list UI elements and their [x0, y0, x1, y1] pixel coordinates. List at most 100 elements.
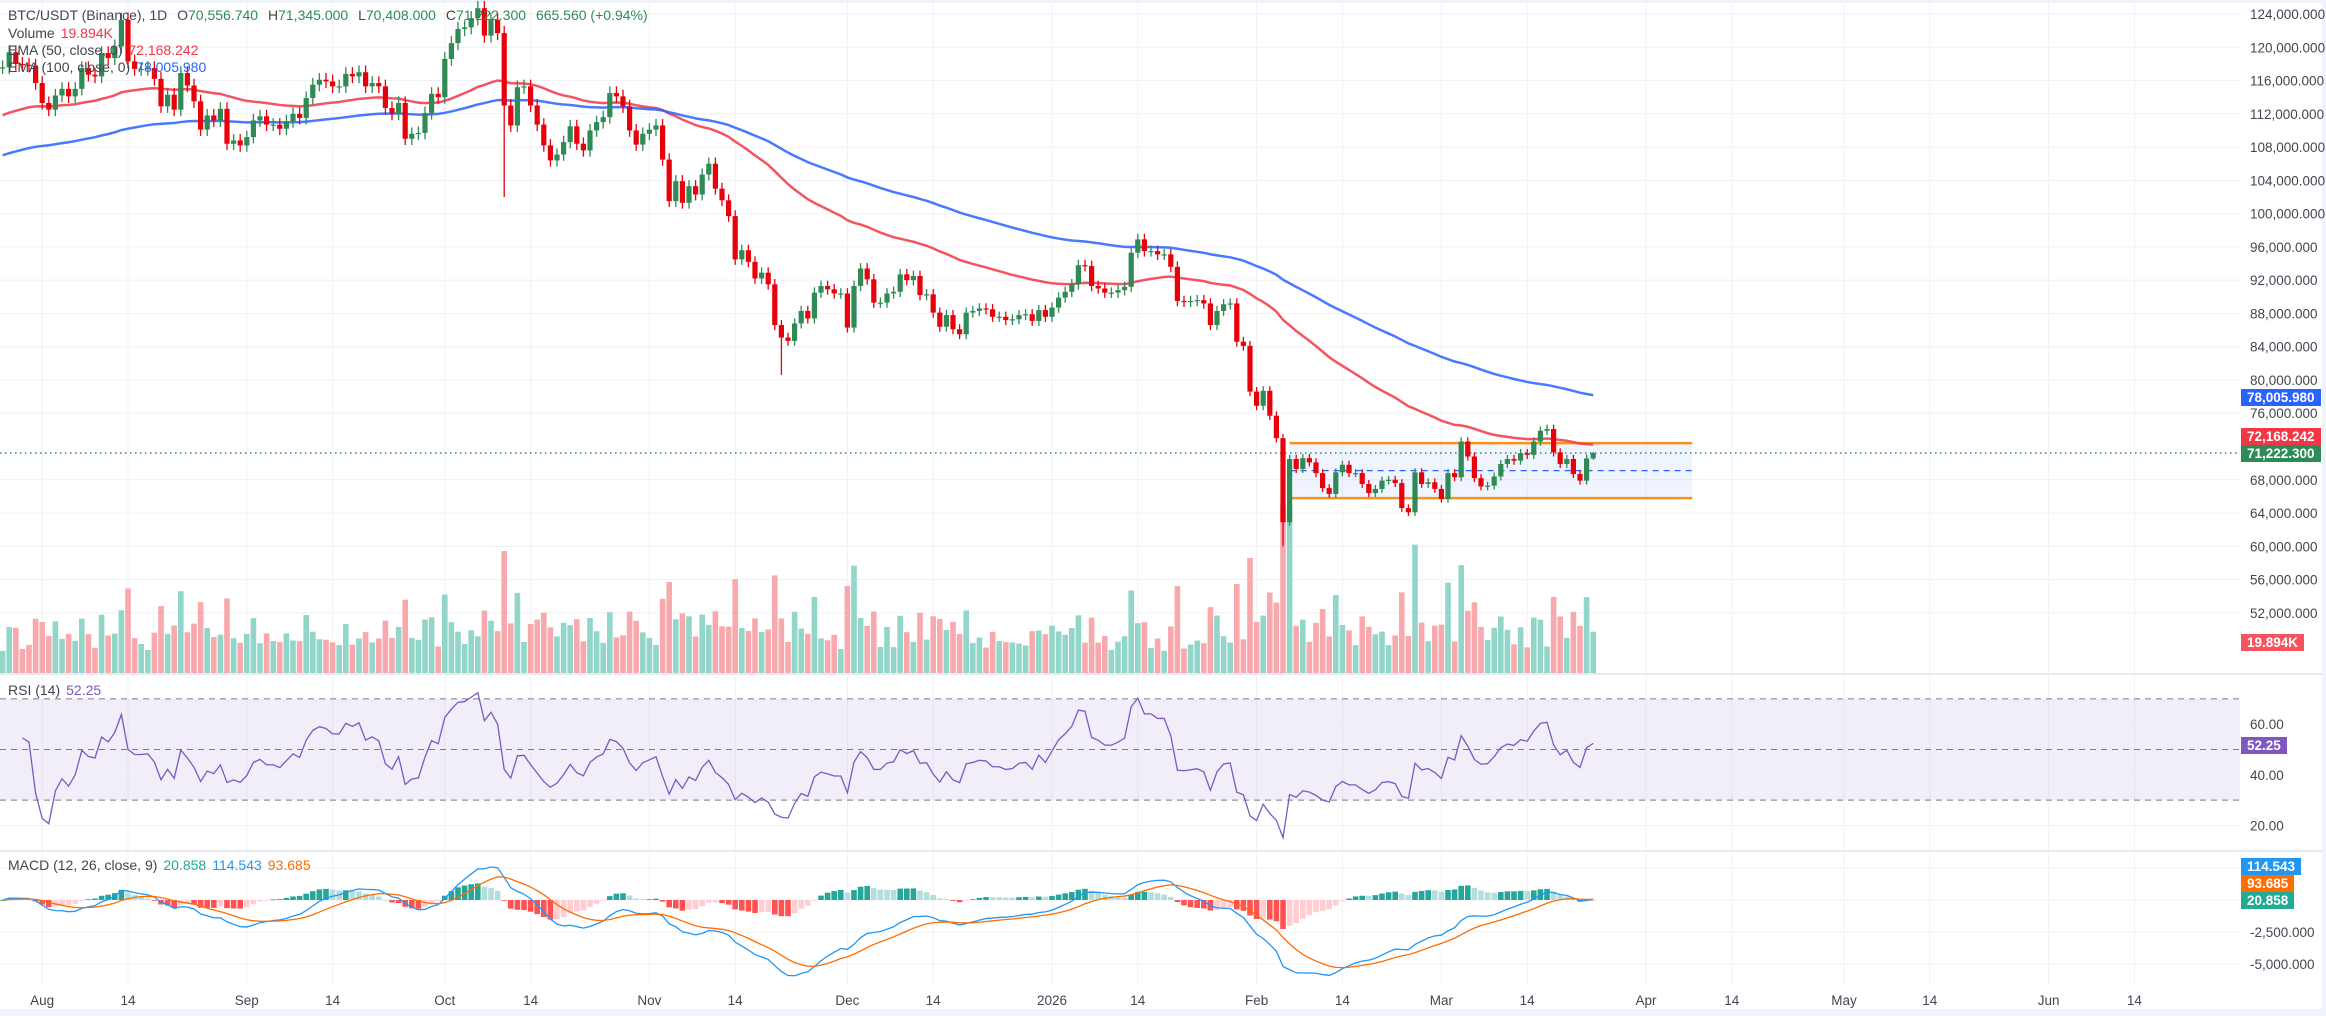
volume-label: Volume — [8, 25, 55, 41]
volume-legend[interactable]: Volume 19.894K — [8, 25, 119, 42]
volume-bar — [1366, 626, 1372, 673]
macd-histogram-bar — [626, 895, 633, 900]
macd-histogram-bar — [1049, 895, 1055, 900]
volume-bar — [211, 637, 217, 673]
candle-body — [1491, 476, 1497, 486]
volume-bar — [1484, 640, 1491, 673]
candle-body — [310, 84, 316, 99]
volume-bar — [178, 591, 184, 673]
volume-bar — [897, 615, 903, 673]
macd-histogram-bar — [521, 900, 527, 911]
volume-bar — [217, 634, 224, 673]
volume-bar — [290, 640, 296, 673]
volume-bar — [1029, 631, 1035, 673]
ema100-legend[interactable]: EMA (100, close, 0) 78,005.980 — [8, 59, 212, 76]
candle-body — [719, 188, 725, 201]
volume-bar — [415, 639, 422, 673]
macd-histogram-bar — [1168, 896, 1174, 900]
candle-body — [303, 98, 309, 118]
close-value: 71,222.300 — [455, 7, 527, 23]
volume-value: 19.894K — [60, 25, 113, 41]
macd-histogram-bar — [574, 900, 580, 912]
macd-histogram-bar — [1550, 891, 1557, 900]
macd-histogram-bar — [1372, 895, 1379, 900]
macd-histogram-bar — [1517, 890, 1524, 900]
candle-body — [1016, 315, 1022, 320]
volume-bar — [580, 641, 587, 673]
volume-bar — [125, 588, 131, 673]
candle-body — [897, 274, 903, 292]
macd-histogram-bar — [1524, 891, 1530, 900]
ema100-value: 78,005.980 — [136, 59, 207, 75]
price-tick-label: 84,000.000 — [2250, 340, 2318, 355]
volume-bar — [1471, 602, 1478, 673]
macd-histogram-bar — [191, 900, 197, 905]
macd-histogram-bar — [745, 900, 752, 912]
volume-bar — [1379, 631, 1385, 673]
macd-histogram-bar — [1425, 890, 1431, 900]
candle-body — [13, 52, 19, 64]
macd-histogram-bar — [1458, 885, 1464, 900]
candle-body — [283, 121, 289, 129]
macd-histogram-bar — [1108, 896, 1115, 900]
volume-bar — [659, 598, 666, 673]
volume-bar — [118, 610, 125, 673]
candle-body — [402, 102, 408, 139]
volume-bar — [59, 638, 65, 673]
candle-body — [1438, 488, 1444, 499]
candle-body — [1425, 482, 1431, 484]
candle-body — [323, 79, 329, 82]
low-label: L — [358, 7, 366, 23]
volume-bar — [917, 612, 923, 673]
volume-bar — [686, 616, 692, 673]
candle-body — [607, 93, 613, 118]
macd-histogram-bar — [1590, 900, 1596, 901]
macd-histogram-bar — [943, 899, 950, 900]
time-tick-label: Mar — [1430, 993, 1454, 1008]
macd-histogram-bar — [607, 896, 613, 900]
candle-body — [1009, 319, 1015, 321]
candle-body — [930, 294, 936, 313]
volume-bar — [263, 633, 270, 673]
candle-body — [151, 68, 157, 79]
volume-bar — [1438, 624, 1445, 673]
macd-histogram-bar — [1286, 900, 1293, 926]
macd-histogram-bar — [758, 900, 765, 913]
volume-bar — [1333, 595, 1339, 673]
candle-body — [1029, 314, 1035, 321]
volume-bar — [1451, 641, 1458, 673]
macd-histogram-bar — [244, 900, 250, 908]
close-label: C — [445, 7, 456, 23]
candle-body — [455, 28, 461, 44]
macd-histogram-bar — [653, 898, 659, 900]
candle-body — [105, 53, 111, 59]
macd-histogram-bar — [871, 888, 877, 900]
macd-histogram-bar — [1418, 890, 1425, 900]
volume-bar — [527, 624, 534, 673]
candle-body — [343, 73, 349, 87]
price-tick-label: 64,000.000 — [2250, 506, 2318, 521]
volume-bar — [1069, 628, 1075, 673]
ema100-label: EMA (100, close, 0) — [8, 59, 131, 75]
macd-legend[interactable]: MACD (12, 26, close, 9) 20.858 114.543 93.6… — [8, 857, 317, 874]
volume-bar — [1313, 622, 1319, 673]
ema50-legend[interactable]: EMA (50, close, 0) 72,168.242 — [8, 42, 204, 59]
histogram-tag: 20.858 — [2241, 892, 2295, 909]
candle-body — [594, 122, 600, 131]
candle-body — [1115, 290, 1121, 293]
volume-bar — [184, 632, 191, 673]
macd-histogram-bar — [514, 900, 521, 910]
candle-body — [52, 95, 58, 110]
macd-histogram-bar — [1042, 896, 1049, 900]
volume-bar — [72, 640, 78, 673]
macd-histogram-bar — [1300, 900, 1306, 919]
symbol-legend[interactable]: BTC/USDT (Binance), 1D O70,556.740 H71,3… — [8, 7, 654, 24]
candle-body — [772, 284, 778, 326]
macd-histogram-bar — [904, 888, 910, 900]
macd-histogram-bar — [376, 896, 382, 900]
macd-histogram-bar — [468, 884, 474, 900]
rsi-legend[interactable]: RSI (14) 52.25 — [8, 682, 107, 699]
price-tick-label: 76,000.000 — [2250, 406, 2318, 421]
candle-body — [910, 276, 916, 281]
